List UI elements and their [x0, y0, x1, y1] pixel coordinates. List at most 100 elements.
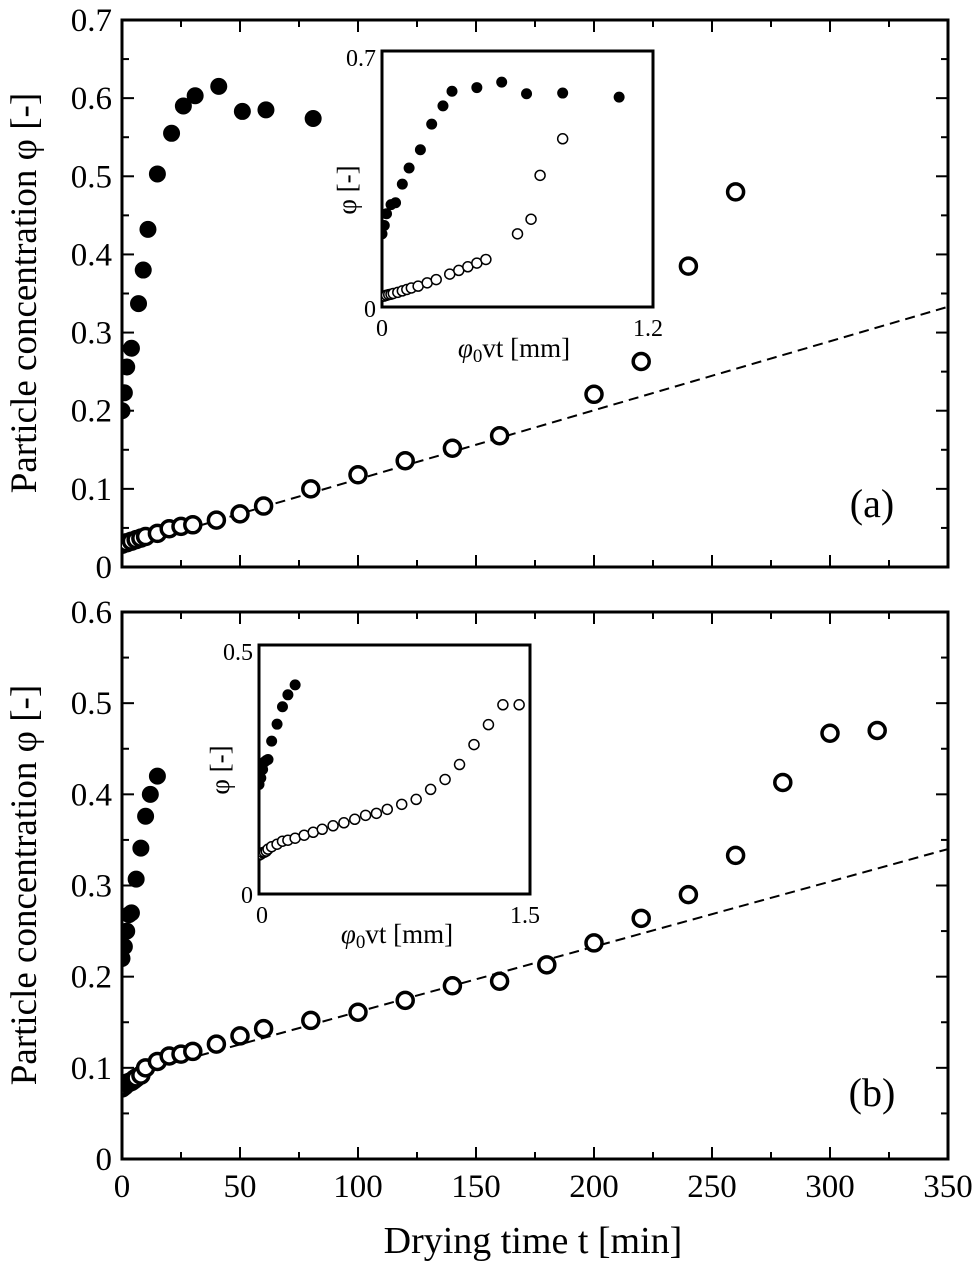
inset-filled-data-point — [266, 735, 278, 747]
panel-a: 0 0.1 0.2 0.3 0.4 0.5 0.6 0.7 (a) Particle conc… — [4, 3, 950, 586]
inset-open-data-point — [410, 793, 422, 806]
y-tick-label: 0.3 — [71, 316, 112, 352]
open-data-point — [489, 971, 510, 991]
inset-frame-b — [257, 643, 532, 896]
open-data-point — [820, 723, 840, 744]
x-tick-label: 300 — [805, 1169, 855, 1205]
open-data-point — [678, 884, 699, 905]
open-data-point — [725, 182, 746, 202]
y-tick-label: 0.4 — [71, 777, 112, 813]
y-tick-label: 0.3 — [71, 869, 112, 905]
y-tick-label: 0.4 — [71, 237, 112, 273]
filled-data-point — [122, 402, 131, 420]
inset-filled-data-point — [396, 178, 408, 190]
open-data-point — [183, 1041, 203, 1062]
panel-label-b: (b) — [849, 1070, 896, 1115]
inset-filled-data-point — [426, 118, 438, 130]
filled-data-point — [148, 767, 166, 785]
inset-y-label-b: φ [-] — [205, 745, 235, 794]
open-data-point — [348, 1002, 368, 1022]
filled-data-point — [130, 295, 148, 313]
inset-open-data-point — [480, 253, 492, 266]
y-tick-label: 0.1 — [71, 472, 112, 508]
inset-open-data-point — [381, 803, 394, 816]
ticks-a: 0 0.1 0.2 0.3 0.4 0.5 0.6 0.7 — [71, 3, 949, 586]
inset-x-tick-b-left: 0 — [256, 903, 268, 929]
inset-open-data-point — [511, 228, 524, 240]
y-tick-label: 0.1 — [71, 1051, 112, 1087]
inset-filled-data-point — [403, 162, 415, 174]
inset-filled-data-point — [471, 82, 483, 94]
inset-x-tick-b-right: 1.5 — [510, 903, 540, 929]
x-tick-label: 200 — [569, 1169, 619, 1205]
open-data-point — [537, 955, 557, 975]
open-data-point — [584, 933, 604, 953]
filled-data-point — [134, 261, 152, 279]
inset-x-tick-a-left: 0 — [376, 316, 388, 342]
open-data-point — [253, 496, 274, 516]
x-tick-label: 100 — [333, 1169, 383, 1205]
open-data-point — [183, 515, 203, 535]
y-tick-label: 0.6 — [71, 81, 112, 117]
filled-data-point — [148, 165, 166, 183]
inset-filled-data-point — [276, 701, 288, 713]
filled-data-point — [174, 97, 192, 115]
inset-open-data-point — [468, 738, 480, 751]
open-data-point — [395, 450, 415, 471]
filled-data-point — [132, 839, 150, 857]
data-points-a — [122, 77, 746, 555]
y-tick-label: 0.2 — [71, 960, 112, 996]
filled-data-point — [257, 101, 275, 119]
inset-open-data-point — [430, 273, 442, 286]
inset-open-data-point — [556, 133, 569, 145]
inset-filled-data-point — [446, 85, 458, 97]
inset-x-label-b: φ0vt [mm] — [341, 919, 453, 953]
inset-data-points-a — [382, 76, 625, 303]
x-tick-label: 0 — [114, 1169, 131, 1205]
open-data-point — [631, 351, 651, 372]
open-data-point — [348, 465, 368, 485]
open-data-point — [584, 384, 604, 405]
x-axis-label: Drying time t [min] — [384, 1220, 683, 1262]
x-tick-label: 250 — [687, 1169, 737, 1205]
inset-filled-data-point — [289, 679, 301, 691]
filled-data-point — [122, 339, 140, 357]
inset-open-data-point — [497, 699, 509, 711]
x-tick-label: 150 — [451, 1169, 501, 1205]
inset-open-data-point — [316, 823, 328, 836]
y-tick-label: 0.6 — [71, 595, 112, 631]
inset-y-tick-a-bottom: 0 — [364, 297, 376, 323]
y-axis-label-b: Particle concentration φ [-] — [4, 685, 45, 1085]
open-data-point — [206, 510, 227, 530]
filled-data-point — [233, 102, 251, 120]
inset-filled-data-point — [557, 87, 569, 99]
open-data-point — [489, 425, 510, 446]
inset-y-tick-b-top: 0.5 — [223, 640, 253, 666]
inset-filled-data-point — [382, 219, 390, 231]
x-tick-label: 350 — [923, 1169, 973, 1205]
filled-data-point — [139, 220, 157, 238]
inset-open-data-point — [439, 773, 451, 786]
inset-open-data-point — [327, 820, 339, 832]
inset-y-tick-a-top: 0.7 — [346, 46, 376, 72]
inset-filled-data-point — [437, 100, 449, 112]
inset-x-label-a: φ0vt [mm] — [458, 333, 570, 367]
panel-label-a: (a) — [850, 481, 894, 526]
inset-filled-data-point — [282, 689, 294, 701]
inset-open-data-point — [395, 798, 408, 811]
inset-open-data-point — [534, 169, 546, 182]
filled-data-point — [122, 384, 133, 402]
inset-filled-data-point — [414, 144, 426, 156]
inset-filled-data-point — [271, 718, 283, 730]
filled-data-point — [122, 358, 136, 376]
inset-open-data-point — [424, 783, 437, 796]
inset-frame-a — [380, 49, 655, 309]
y-tick-label: 0.5 — [71, 686, 112, 722]
filled-data-point — [122, 922, 136, 940]
open-data-point — [442, 976, 463, 996]
open-data-point — [442, 438, 463, 458]
open-data-point — [395, 990, 415, 1011]
inset-x-tick-a-right: 1.2 — [633, 316, 663, 342]
panel-b: 0 50 100 150 200 250 300 350 0 0.1 0.2 0.3 0.4 0.5 0.6… — [4, 595, 973, 1262]
